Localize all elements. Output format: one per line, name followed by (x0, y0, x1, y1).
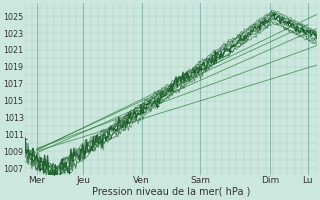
X-axis label: Pression niveau de la mer( hPa ): Pression niveau de la mer( hPa ) (92, 187, 250, 197)
